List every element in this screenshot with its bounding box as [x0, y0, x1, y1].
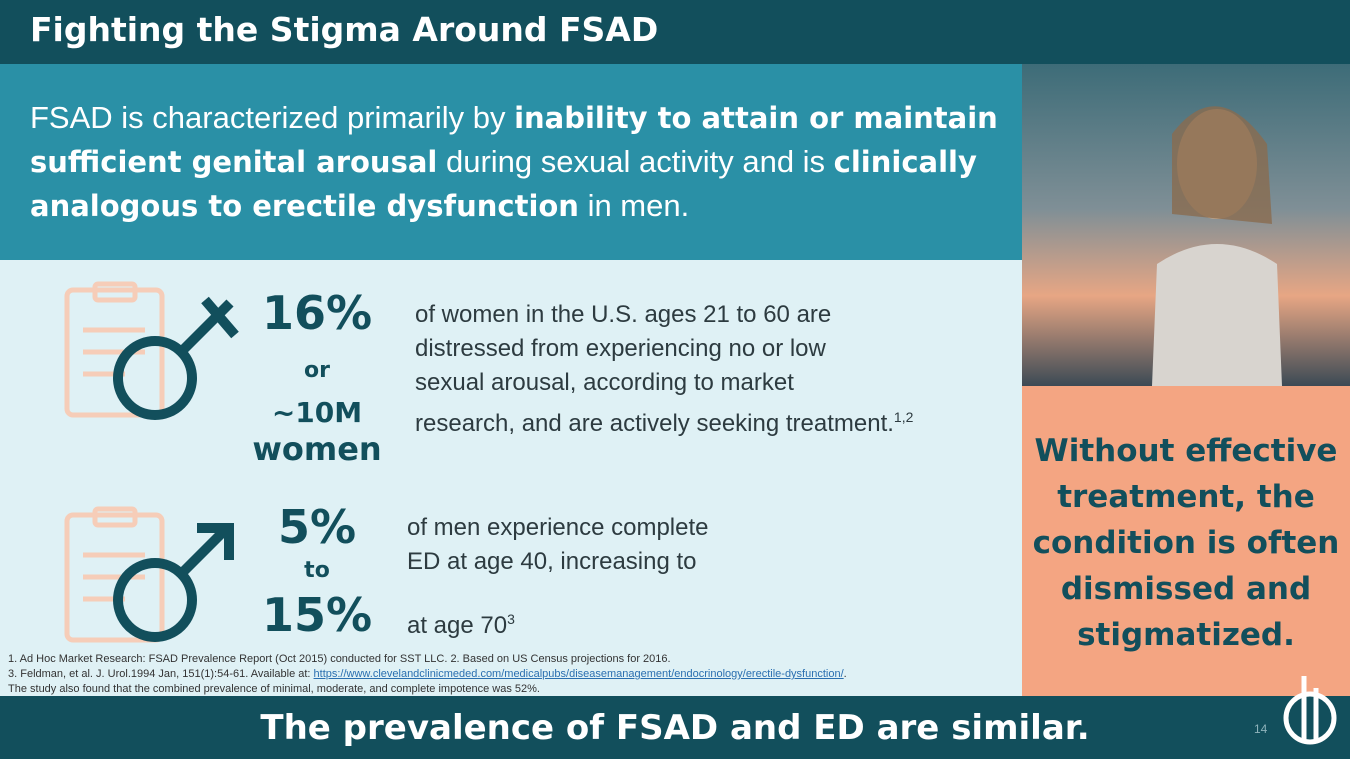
stat-figure: to — [304, 558, 330, 583]
intro-run: FSAD is characterized primarily by — [30, 100, 515, 135]
footnote: 1. Ad Hoc Market Research: FSAD Prevalen… — [8, 652, 847, 667]
footnote-text: . — [843, 668, 847, 680]
stat-description: research, and are actively seeking treat… — [415, 409, 914, 437]
footnote-text: 3. Feldman, et al. J. Urol.1994 Jan, 151… — [8, 668, 314, 680]
stat-description: sexual arousal, according to market — [415, 369, 794, 396]
stat-description: at age 703 — [407, 611, 515, 639]
footnote-text: The study also found that the combined p… — [8, 683, 540, 695]
footnote-link[interactable]: https://www.clevelandclinicmeded.com/med… — [313, 668, 844, 680]
stat-description: ED at age 40, increasing to — [407, 548, 697, 575]
stat-description: distressed from experiencing no or low — [415, 335, 826, 362]
stat-figure: women — [252, 430, 382, 468]
footer-bar — [0, 696, 1350, 759]
intro-bold: clinically analogous to erectile dysfunc… — [30, 145, 977, 223]
intro-panel — [0, 64, 1022, 260]
photo — [1022, 64, 1350, 386]
footnotes: 1. Ad Hoc Market Research: FSAD Prevalen… — [8, 652, 847, 697]
icons — [64, 281, 239, 643]
stat-description: of men experience complete — [407, 514, 709, 541]
callout-panel — [1022, 386, 1350, 696]
callout-text: Without effective treatment, the conditi… — [1032, 433, 1340, 653]
slide-title: Fighting the Stigma Around FSAD — [30, 10, 659, 49]
intro-text: FSAD is characterized primarily by inabi… — [30, 96, 1015, 228]
header-bar — [0, 0, 1350, 64]
footer-text: The prevalence of FSAD and ED are simila… — [260, 708, 1090, 748]
footnote: 3. Feldman, et al. J. Urol.1994 Jan, 151… — [8, 667, 847, 682]
intro-run: during sexual activity and is — [437, 144, 834, 179]
intro-run: in men. — [578, 188, 690, 223]
stat-figure: ~10M — [271, 396, 363, 429]
footnote: The study also found that the combined p… — [8, 682, 847, 697]
intro-bold: inability to attain or maintain sufficie… — [30, 101, 998, 179]
photo-figure — [1152, 106, 1282, 386]
clipboard-icon — [64, 281, 165, 643]
page-number: 14 — [1254, 722, 1268, 736]
stat-figure: 15% — [261, 588, 373, 642]
stat-figure: 16% — [261, 286, 373, 340]
superscript: 1,2 — [893, 409, 914, 425]
stat-description: of women in the U.S. ages 21 to 60 are — [415, 301, 832, 328]
footnote-text: 1. Ad Hoc Market Research: FSAD Prevalen… — [8, 653, 671, 665]
stat-figure: or — [304, 358, 330, 383]
superscript: 3 — [507, 611, 515, 627]
stat-figure: 5% — [277, 500, 357, 554]
gender-symbols — [113, 296, 239, 642]
logo — [1283, 676, 1337, 745]
